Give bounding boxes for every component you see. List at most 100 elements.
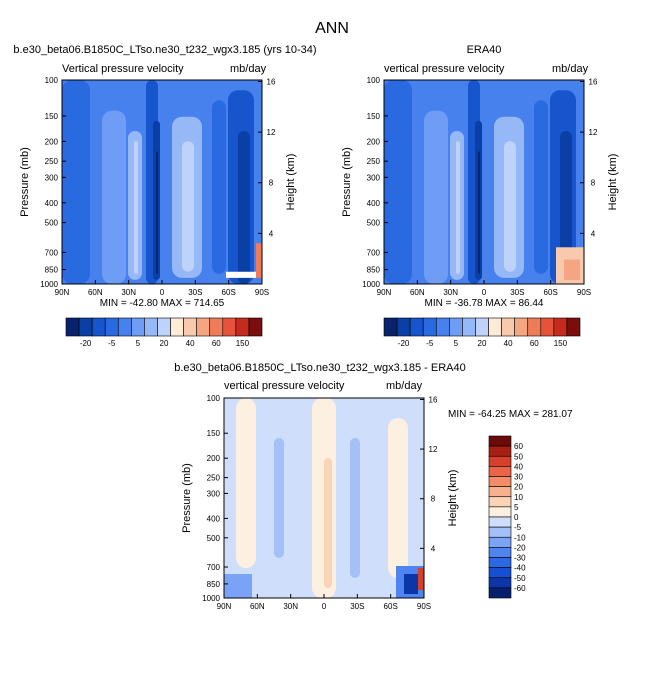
panel3-unit-label: mb/day	[386, 380, 423, 392]
panel3-x-tick-label: 60S	[384, 602, 398, 611]
panel1-y-tick-label: 300	[45, 173, 59, 182]
panel3-y-tick-label: 100	[207, 394, 221, 403]
panel3-colorbar-box	[488, 516, 512, 528]
panel2-y-tick-label: 300	[367, 173, 381, 182]
panel1-x-tick-label: 60S	[222, 288, 236, 297]
panel2-y-tick-label: 150	[367, 112, 381, 121]
panel2-colorbar-box	[488, 317, 502, 337]
panel3-x-tick-label: 90S	[417, 602, 431, 611]
panel2-colorbar-label: -20	[398, 339, 410, 348]
panel3-colorbar-label: 50	[514, 452, 523, 461]
panel3-contour-band	[236, 398, 256, 568]
panel1-colorbar-box	[117, 317, 132, 337]
panel2-colorbar-box	[435, 317, 450, 337]
panel1-colorbar-label: 5	[136, 339, 141, 348]
panel1-y-tick-label: 700	[45, 248, 59, 257]
panel2-unit-label: mb/day	[552, 63, 589, 75]
panel2-y-tick-label: 100	[367, 76, 381, 85]
panel2-colorbar-box	[566, 317, 581, 337]
panel1-left-label: Vertical pressure velocity	[62, 63, 184, 75]
panel3-contour-band	[388, 418, 408, 578]
panel2-colorbar-box	[527, 317, 542, 337]
panel1-title: b.e30_beta06.B1850C_LTso.ne30_t232_wgx3.…	[13, 44, 317, 56]
panel2-y2-tick-label: 8	[591, 179, 596, 188]
panel3-y-tick-label: 300	[207, 489, 221, 498]
panel2-colorbar-box	[396, 317, 411, 337]
panel3-contour-band	[274, 438, 284, 558]
panel1-colorbar-label: 20	[160, 339, 169, 348]
panel2-colorbar-box	[383, 317, 398, 337]
panel1-stats: MIN = -42.80 MAX = 714.65	[99, 298, 225, 309]
panel2-y-tick-label: 700	[367, 248, 381, 257]
panel3-colorbar-label: -40	[514, 564, 526, 573]
panel2-colorbar-label: 5	[454, 339, 459, 348]
panel2-contour-band	[534, 100, 548, 274]
panel3-colorbar-box	[488, 557, 512, 568]
panel3-x-tick-label: 30S	[350, 602, 364, 611]
panel2-left-label: vertical pressure velocity	[384, 63, 505, 75]
panel2-y-tick-label: 200	[367, 137, 381, 146]
panel3-colorbar-box	[488, 536, 512, 548]
panel1-unit-label: mb/day	[230, 63, 267, 75]
panel1-y-tick-label: 400	[45, 199, 59, 208]
panel3-y2-tick-label: 16	[429, 395, 438, 404]
panel2-x-tick-label: 60N	[410, 288, 425, 297]
panel2-colorbar-label: 20	[478, 339, 487, 348]
panel1-colorbar-box	[183, 317, 197, 337]
panel1-contour-band	[102, 110, 126, 284]
panel3-y2-tick-label: 8	[431, 495, 436, 504]
panel3-colorbar-label: -10	[514, 533, 526, 542]
panel3-colorbar-box	[488, 435, 512, 447]
panel3-colorbar-label: 60	[514, 442, 523, 451]
panel2-x-tick-label: 30N	[443, 288, 458, 297]
panel2-colorbar-label: 150	[554, 339, 568, 348]
panel3-colorbar-label: 5	[514, 503, 519, 512]
panel2-colorbar-label: 40	[504, 339, 513, 348]
panel3-y2-tick-label: 4	[431, 544, 436, 553]
panel1-colorbar-label: 40	[186, 339, 195, 348]
panel3-y2-tick-label: 12	[429, 445, 438, 454]
panel3-stats: MIN = -64.25 MAX = 281.07	[448, 409, 573, 420]
panel3-colorbar-box	[488, 577, 512, 589]
panel1-contour-band	[62, 80, 90, 284]
panel3-colorbar-label: -60	[514, 584, 526, 593]
panel2-contour-band	[504, 141, 516, 272]
panel1-contour-patch	[256, 243, 262, 278]
panel2-x-tick-label: 90N	[377, 288, 392, 297]
panel1-x-tick-label: 90S	[255, 288, 269, 297]
panel3-colorbar-box	[488, 506, 512, 518]
panel3-colorbar-label: -50	[514, 574, 526, 583]
panel1-colorbar-box	[78, 317, 93, 337]
panel2-y-tick-label: 1000	[362, 280, 380, 289]
panel1-contour-band	[156, 151, 158, 274]
panel2-colorbar-box	[449, 317, 463, 337]
panel1-contour-patch	[226, 271, 256, 278]
panel1-contour-band	[238, 131, 250, 284]
panel1-y2-tick-label: 8	[269, 179, 274, 188]
panel1-y-tick-label: 150	[45, 112, 59, 121]
panel2-contour-band	[560, 131, 572, 284]
panel2-colorbar-box	[462, 317, 476, 337]
panel3-colorbar-box	[488, 445, 512, 457]
panel3-colorbar-box	[488, 567, 512, 579]
panel2-colorbar-box	[409, 317, 424, 337]
panel3-y-tick-label: 200	[207, 454, 221, 463]
panel1-x-tick-label: 60N	[88, 288, 103, 297]
panel2-y2-tick-label: 4	[591, 229, 596, 238]
panel3-contour-patch	[224, 574, 252, 598]
panel3-x-tick-label: 60N	[250, 602, 265, 611]
panel1-colorbar-label: 60	[212, 339, 221, 348]
panel1-colorbar-label: -5	[108, 339, 116, 348]
panel2-y2-tick-label: 12	[589, 128, 598, 137]
panel3-colorbar-label: 40	[514, 462, 523, 471]
panel2-contour-band	[384, 80, 412, 284]
panel2-ylabel: Pressure (mb)	[341, 147, 353, 217]
page-title: ANN	[315, 20, 349, 37]
panel2-contour-patch	[564, 259, 580, 280]
panel3-colorbar-label: 0	[514, 513, 519, 522]
panel1-colorbar-box	[144, 317, 158, 337]
panel1-colorbar-box	[65, 317, 80, 337]
panel1-colorbar-box	[235, 317, 250, 337]
panel1-colorbar-box	[91, 317, 106, 337]
panel3-colorbar-label: 30	[514, 473, 523, 482]
